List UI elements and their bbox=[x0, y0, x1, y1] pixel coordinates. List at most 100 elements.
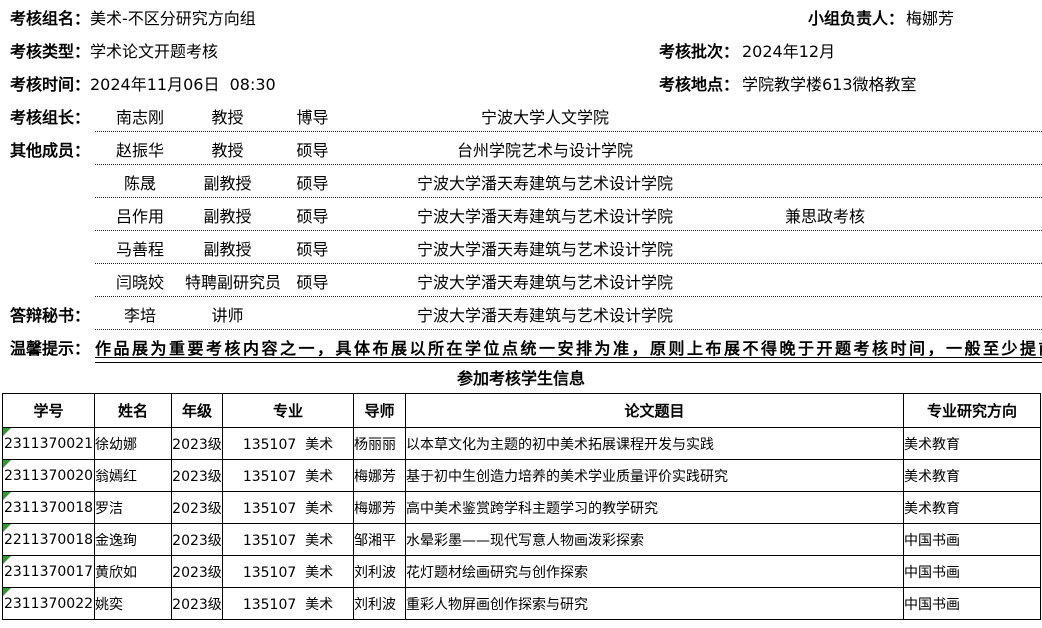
tip-text: 作品展为重要考核内容之一，具体布展以所在学位点统一安排为准，原则上布展不得晚于开… bbox=[95, 338, 1042, 358]
research-direction-cell: 中国书画 bbox=[903, 555, 1041, 588]
committee-row-member: 闫晓姣 特聘副研究员 硕导 宁波大学潘天寿建筑与艺术设计学院 bbox=[0, 264, 1042, 297]
student-id-cell: 2311370022 bbox=[2, 587, 95, 620]
col-header-thesis-title: 论文题目 bbox=[405, 393, 904, 428]
green-triangle-icon bbox=[3, 492, 11, 500]
thesis-title-cell: 水晕彩墨——现代写意人物画泼彩探索 bbox=[405, 523, 904, 556]
table-row: 2311370022 姚奕 2023级 135107 美术 刘利波 重彩人物屏画… bbox=[2, 587, 1041, 620]
member-mentor-type: 硕导 bbox=[296, 239, 329, 259]
member-title: 教授 bbox=[211, 140, 244, 160]
student-id-cell: 2311370018 bbox=[2, 491, 95, 524]
green-triangle-icon bbox=[3, 556, 11, 564]
info-row-type: 考核类型： 学术论文开题考核 考核批次： 2024年12月 bbox=[0, 33, 1042, 66]
member-name: 陈晟 bbox=[123, 173, 156, 193]
committee-row-member: 吕作用 副教授 硕导 宁波大学潘天寿建筑与艺术设计学院 兼思政考核 bbox=[0, 198, 1042, 231]
grade-cell: 2023级 bbox=[171, 587, 223, 620]
committee-row-member: 陈晟 副教授 硕导 宁波大学潘天寿建筑与艺术设计学院 bbox=[0, 165, 1042, 198]
grade-cell: 2023级 bbox=[171, 523, 223, 556]
member-mentor-type: 硕导 bbox=[296, 272, 329, 292]
committee-role-label: 考核组长： bbox=[10, 107, 91, 127]
research-direction-cell: 中国书画 bbox=[903, 587, 1041, 620]
member-name: 李培 bbox=[123, 305, 156, 325]
research-direction-cell: 美术教育 bbox=[903, 459, 1041, 492]
group-name-value: 美术-不区分研究方向组 bbox=[90, 8, 256, 28]
col-header-student-id: 学号 bbox=[2, 393, 95, 428]
committee-row-secretary: 答辩秘书： 李培 讲师 宁波大学潘天寿建筑与艺术设计学院 bbox=[0, 297, 1042, 330]
info-row-group: 考核组名： 美术-不区分研究方向组 小组负责人： 梅娜芳 bbox=[0, 0, 1042, 33]
committee-role-label: 其他成员： bbox=[10, 140, 91, 160]
table-row: 2311370020 翁嫣红 2023级 135107 美术 梅娜芳 基于初中生… bbox=[2, 459, 1041, 492]
member-affiliation: 宁波大学人文学院 bbox=[480, 107, 609, 127]
student-id-cell: 2211370018 bbox=[2, 523, 95, 556]
committee-role-label: 答辩秘书： bbox=[10, 305, 91, 325]
table-header-row: 学号 姓名 年级 专业 导师 论文题目 专业研究方向 bbox=[2, 393, 1041, 428]
green-triangle-icon bbox=[3, 588, 11, 596]
major-cell: 135107 美术 bbox=[222, 555, 354, 588]
student-name-cell: 罗洁 bbox=[94, 491, 172, 524]
advisor-cell: 梅娜芳 bbox=[353, 459, 406, 492]
green-triangle-icon bbox=[3, 428, 11, 436]
thesis-title-cell: 高中美术鉴赏跨学科主题学习的教学研究 bbox=[405, 491, 904, 524]
batch-label: 考核批次： bbox=[659, 41, 740, 61]
member-title: 讲师 bbox=[211, 305, 244, 325]
thesis-title-cell: 重彩人物屏画创作探索与研究 bbox=[405, 587, 904, 620]
member-mentor-type: 硕导 bbox=[296, 173, 329, 193]
assessment-type-value: 学术论文开题考核 bbox=[90, 41, 219, 61]
students-table-title: 参加考核学生信息 bbox=[456, 369, 585, 388]
advisor-cell: 邹湘平 bbox=[353, 523, 406, 556]
grade-cell: 2023级 bbox=[171, 459, 223, 492]
col-header-advisor: 导师 bbox=[353, 393, 406, 428]
green-triangle-icon bbox=[3, 524, 11, 532]
advisor-cell: 杨丽丽 bbox=[353, 427, 406, 460]
leader-label: 小组负责人： bbox=[808, 8, 905, 28]
member-mentor-type: 硕导 bbox=[296, 206, 329, 226]
leader-value: 梅娜芳 bbox=[906, 8, 955, 28]
grade-cell: 2023级 bbox=[171, 427, 223, 460]
member-name: 闫晓姣 bbox=[115, 272, 164, 292]
student-name-cell: 翁嫣红 bbox=[94, 459, 172, 492]
member-affiliation: 宁波大学潘天寿建筑与艺术设计学院 bbox=[416, 206, 673, 226]
student-name-cell: 姚奕 bbox=[94, 587, 172, 620]
member-title: 副教授 bbox=[203, 206, 252, 226]
research-direction-cell: 美术教育 bbox=[903, 427, 1041, 460]
advisor-cell: 刘利波 bbox=[353, 555, 406, 588]
location-value: 学院教学楼613微格教室 bbox=[742, 74, 917, 94]
time-value: 2024年11月06日 08:30 bbox=[90, 74, 276, 94]
member-title: 特聘副研究员 bbox=[185, 272, 282, 292]
grade-cell: 2023级 bbox=[171, 555, 223, 588]
grade-cell: 2023级 bbox=[171, 491, 223, 524]
major-cell: 135107 美术 bbox=[222, 459, 354, 492]
major-cell: 135107 美术 bbox=[222, 523, 354, 556]
member-name: 赵振华 bbox=[115, 140, 164, 160]
member-affiliation: 宁波大学潘天寿建筑与艺术设计学院 bbox=[416, 239, 673, 259]
location-label: 考核地点： bbox=[659, 74, 740, 94]
assessment-type-label: 考核类型： bbox=[10, 41, 91, 61]
student-name-cell: 徐幼娜 bbox=[94, 427, 172, 460]
group-name-label: 考核组名： bbox=[10, 8, 91, 28]
student-name-cell: 金逸珣 bbox=[94, 523, 172, 556]
committee-row-chair: 考核组长： 南志刚 教授 博导 宁波大学人文学院 bbox=[0, 99, 1042, 132]
thesis-title-cell: 花灯题材绘画研究与创作探索 bbox=[405, 555, 904, 588]
major-cell: 135107 美术 bbox=[222, 427, 354, 460]
member-affiliation: 宁波大学潘天寿建筑与艺术设计学院 bbox=[416, 272, 673, 292]
research-direction-cell: 美术教育 bbox=[903, 491, 1041, 524]
member-affiliation: 台州学院艺术与设计学院 bbox=[456, 140, 633, 160]
tip-label: 温馨提示： bbox=[10, 338, 91, 358]
member-name: 马善程 bbox=[115, 239, 164, 259]
member-note-ideology: 兼思政考核 bbox=[785, 206, 866, 226]
time-label: 考核时间： bbox=[10, 74, 91, 94]
member-affiliation: 宁波大学潘天寿建筑与艺术设计学院 bbox=[416, 173, 673, 193]
table-row: 2311370017 黄欣如 2023级 135107 美术 刘利波 花灯题材绘… bbox=[2, 555, 1041, 588]
major-cell: 135107 美术 bbox=[222, 491, 354, 524]
major-cell: 135107 美术 bbox=[222, 587, 354, 620]
batch-value: 2024年12月 bbox=[742, 41, 836, 61]
committee-row-member: 其他成员： 赵振华 教授 硕导 台州学院艺术与设计学院 bbox=[0, 132, 1042, 165]
info-row-time: 考核时间： 2024年11月06日 08:30 考核地点： 学院教学楼613微格… bbox=[0, 66, 1042, 99]
member-affiliation: 宁波大学潘天寿建筑与艺术设计学院 bbox=[416, 305, 673, 325]
student-id-cell: 2311370020 bbox=[2, 459, 95, 492]
member-name: 吕作用 bbox=[115, 206, 164, 226]
table-row: 2311370018 罗洁 2023级 135107 美术 梅娜芳 高中美术鉴赏… bbox=[2, 491, 1041, 524]
member-name: 南志刚 bbox=[115, 107, 164, 127]
col-header-grade: 年级 bbox=[171, 393, 223, 428]
advisor-cell: 梅娜芳 bbox=[353, 491, 406, 524]
